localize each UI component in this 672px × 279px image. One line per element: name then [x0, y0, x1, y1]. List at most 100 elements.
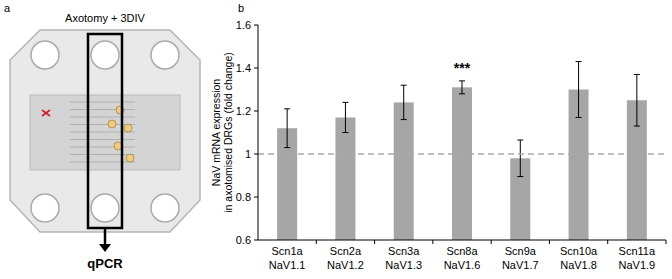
reference-line	[258, 153, 666, 155]
y-tick-label: 1.4	[236, 62, 251, 74]
x-tick-label-line: NaV1.8	[560, 259, 597, 271]
error-stem	[462, 81, 463, 94]
error-cap	[284, 108, 290, 109]
x-tick-label-line: Scn9a	[505, 245, 537, 257]
y-axis-label: NaV mRNA expressionin axotomised DRGs (f…	[210, 52, 234, 213]
bar	[452, 87, 472, 240]
x-tick-label-line: Scn2a	[330, 245, 362, 257]
y-tick-label: 1.6	[236, 19, 251, 31]
bar	[394, 102, 414, 240]
microgroove	[70, 162, 135, 163]
x-tick-label: Scn1a NaV1.1	[269, 245, 306, 271]
y-tick	[254, 68, 258, 69]
well	[151, 41, 179, 69]
y-tick	[254, 197, 258, 198]
error-cap	[401, 119, 407, 120]
y-tick	[254, 240, 258, 241]
microgroove	[70, 132, 135, 133]
well	[31, 194, 59, 222]
figure: a Axotomy + 3DIV qPCR b NaV mRNA expressioni…	[0, 0, 672, 279]
x-tick-label: Scn3a NaV1.3	[385, 245, 422, 271]
selection-box	[88, 34, 122, 228]
error-cap	[517, 176, 523, 177]
x-tick-label-line: NaV1.6	[444, 259, 481, 271]
x-tick-label: Scn2a NaV1.2	[327, 245, 364, 271]
x-tick-label-line: NaV1.2	[327, 259, 364, 271]
error-cap	[342, 132, 348, 133]
error-stem	[403, 85, 404, 119]
x-tick-label-line: Scn3a	[388, 245, 420, 257]
plot-marks	[258, 62, 666, 240]
device-body	[10, 30, 200, 232]
neuron	[108, 120, 116, 128]
error-bar	[459, 81, 465, 94]
error-cap	[634, 74, 640, 75]
x-tick-label: Scn8a NaV1.6	[444, 245, 481, 271]
x-tick	[491, 240, 492, 244]
device	[10, 30, 200, 232]
y-tick-label: 0.6	[236, 234, 251, 246]
panel-label: a	[4, 2, 11, 14]
error-cap	[459, 93, 465, 94]
well	[151, 194, 179, 222]
diagram-title: Axotomy + 3DIV	[65, 12, 145, 24]
well	[91, 41, 119, 69]
error-bar	[576, 62, 582, 118]
x-tick-label-line: Scn11a	[619, 245, 656, 257]
x-tick-label: Scn9a NaV1.7	[502, 245, 539, 271]
x-tick-label-line: NaV1.7	[502, 259, 539, 271]
error-stem	[578, 62, 579, 118]
x-tick-label-line: NaV1.9	[619, 259, 656, 271]
error-bar	[342, 102, 348, 132]
error-stem	[636, 74, 637, 126]
y-tick	[254, 111, 258, 112]
x-axis	[258, 240, 666, 241]
error-cap	[517, 140, 523, 141]
x-tick-label-line: Scn10a	[560, 245, 598, 257]
scissors	[42, 110, 50, 116]
y-tick-label: 1	[245, 148, 251, 160]
significance: ***	[454, 60, 471, 76]
error-stem	[287, 109, 288, 148]
error-bar	[517, 140, 523, 177]
microgroove	[70, 117, 135, 118]
x-tick-label-line: NaV1.1	[269, 259, 306, 271]
error-cap	[401, 85, 407, 86]
error-bar	[401, 85, 407, 119]
x-tick-label: Scn10a NaV1.8	[560, 245, 598, 271]
error-cap	[342, 102, 348, 103]
diagram-output: qPCR	[87, 256, 123, 271]
y-axis	[258, 25, 259, 240]
x-tick	[549, 240, 550, 244]
microgroove	[70, 102, 135, 103]
error-cap	[576, 61, 582, 62]
x-tick	[316, 240, 317, 244]
y-axis-label-line: in axotomised DRGs (fold change)	[222, 52, 234, 213]
panel-label: b	[238, 2, 244, 14]
error-bar	[284, 109, 290, 148]
x-tick-label-line: Scn1a	[272, 245, 304, 257]
bar	[335, 117, 355, 240]
x-tick	[432, 240, 433, 244]
y-axis-label-line: NaV mRNA expression	[210, 79, 222, 187]
arrow-head	[99, 244, 111, 252]
y-tick-label: 0.8	[236, 191, 251, 203]
error-cap	[284, 147, 290, 148]
well	[31, 41, 59, 69]
error-stem	[345, 102, 346, 132]
microgroove	[70, 139, 135, 140]
y-tick	[254, 25, 258, 26]
error-bar	[634, 74, 640, 126]
x-tick-label: Scn11a NaV1.9	[619, 245, 656, 271]
microgroove	[70, 154, 135, 155]
error-cap	[576, 117, 582, 118]
microgroove	[70, 147, 135, 148]
y-tick	[254, 154, 258, 155]
x-tick	[666, 240, 667, 244]
x-tick-label-line: Scn8a	[446, 245, 478, 257]
x-tick	[607, 240, 608, 244]
x-tick-label-line: NaV1.3	[385, 259, 422, 271]
channel-area	[30, 95, 180, 170]
error-cap	[634, 126, 640, 127]
x-tick	[374, 240, 375, 244]
